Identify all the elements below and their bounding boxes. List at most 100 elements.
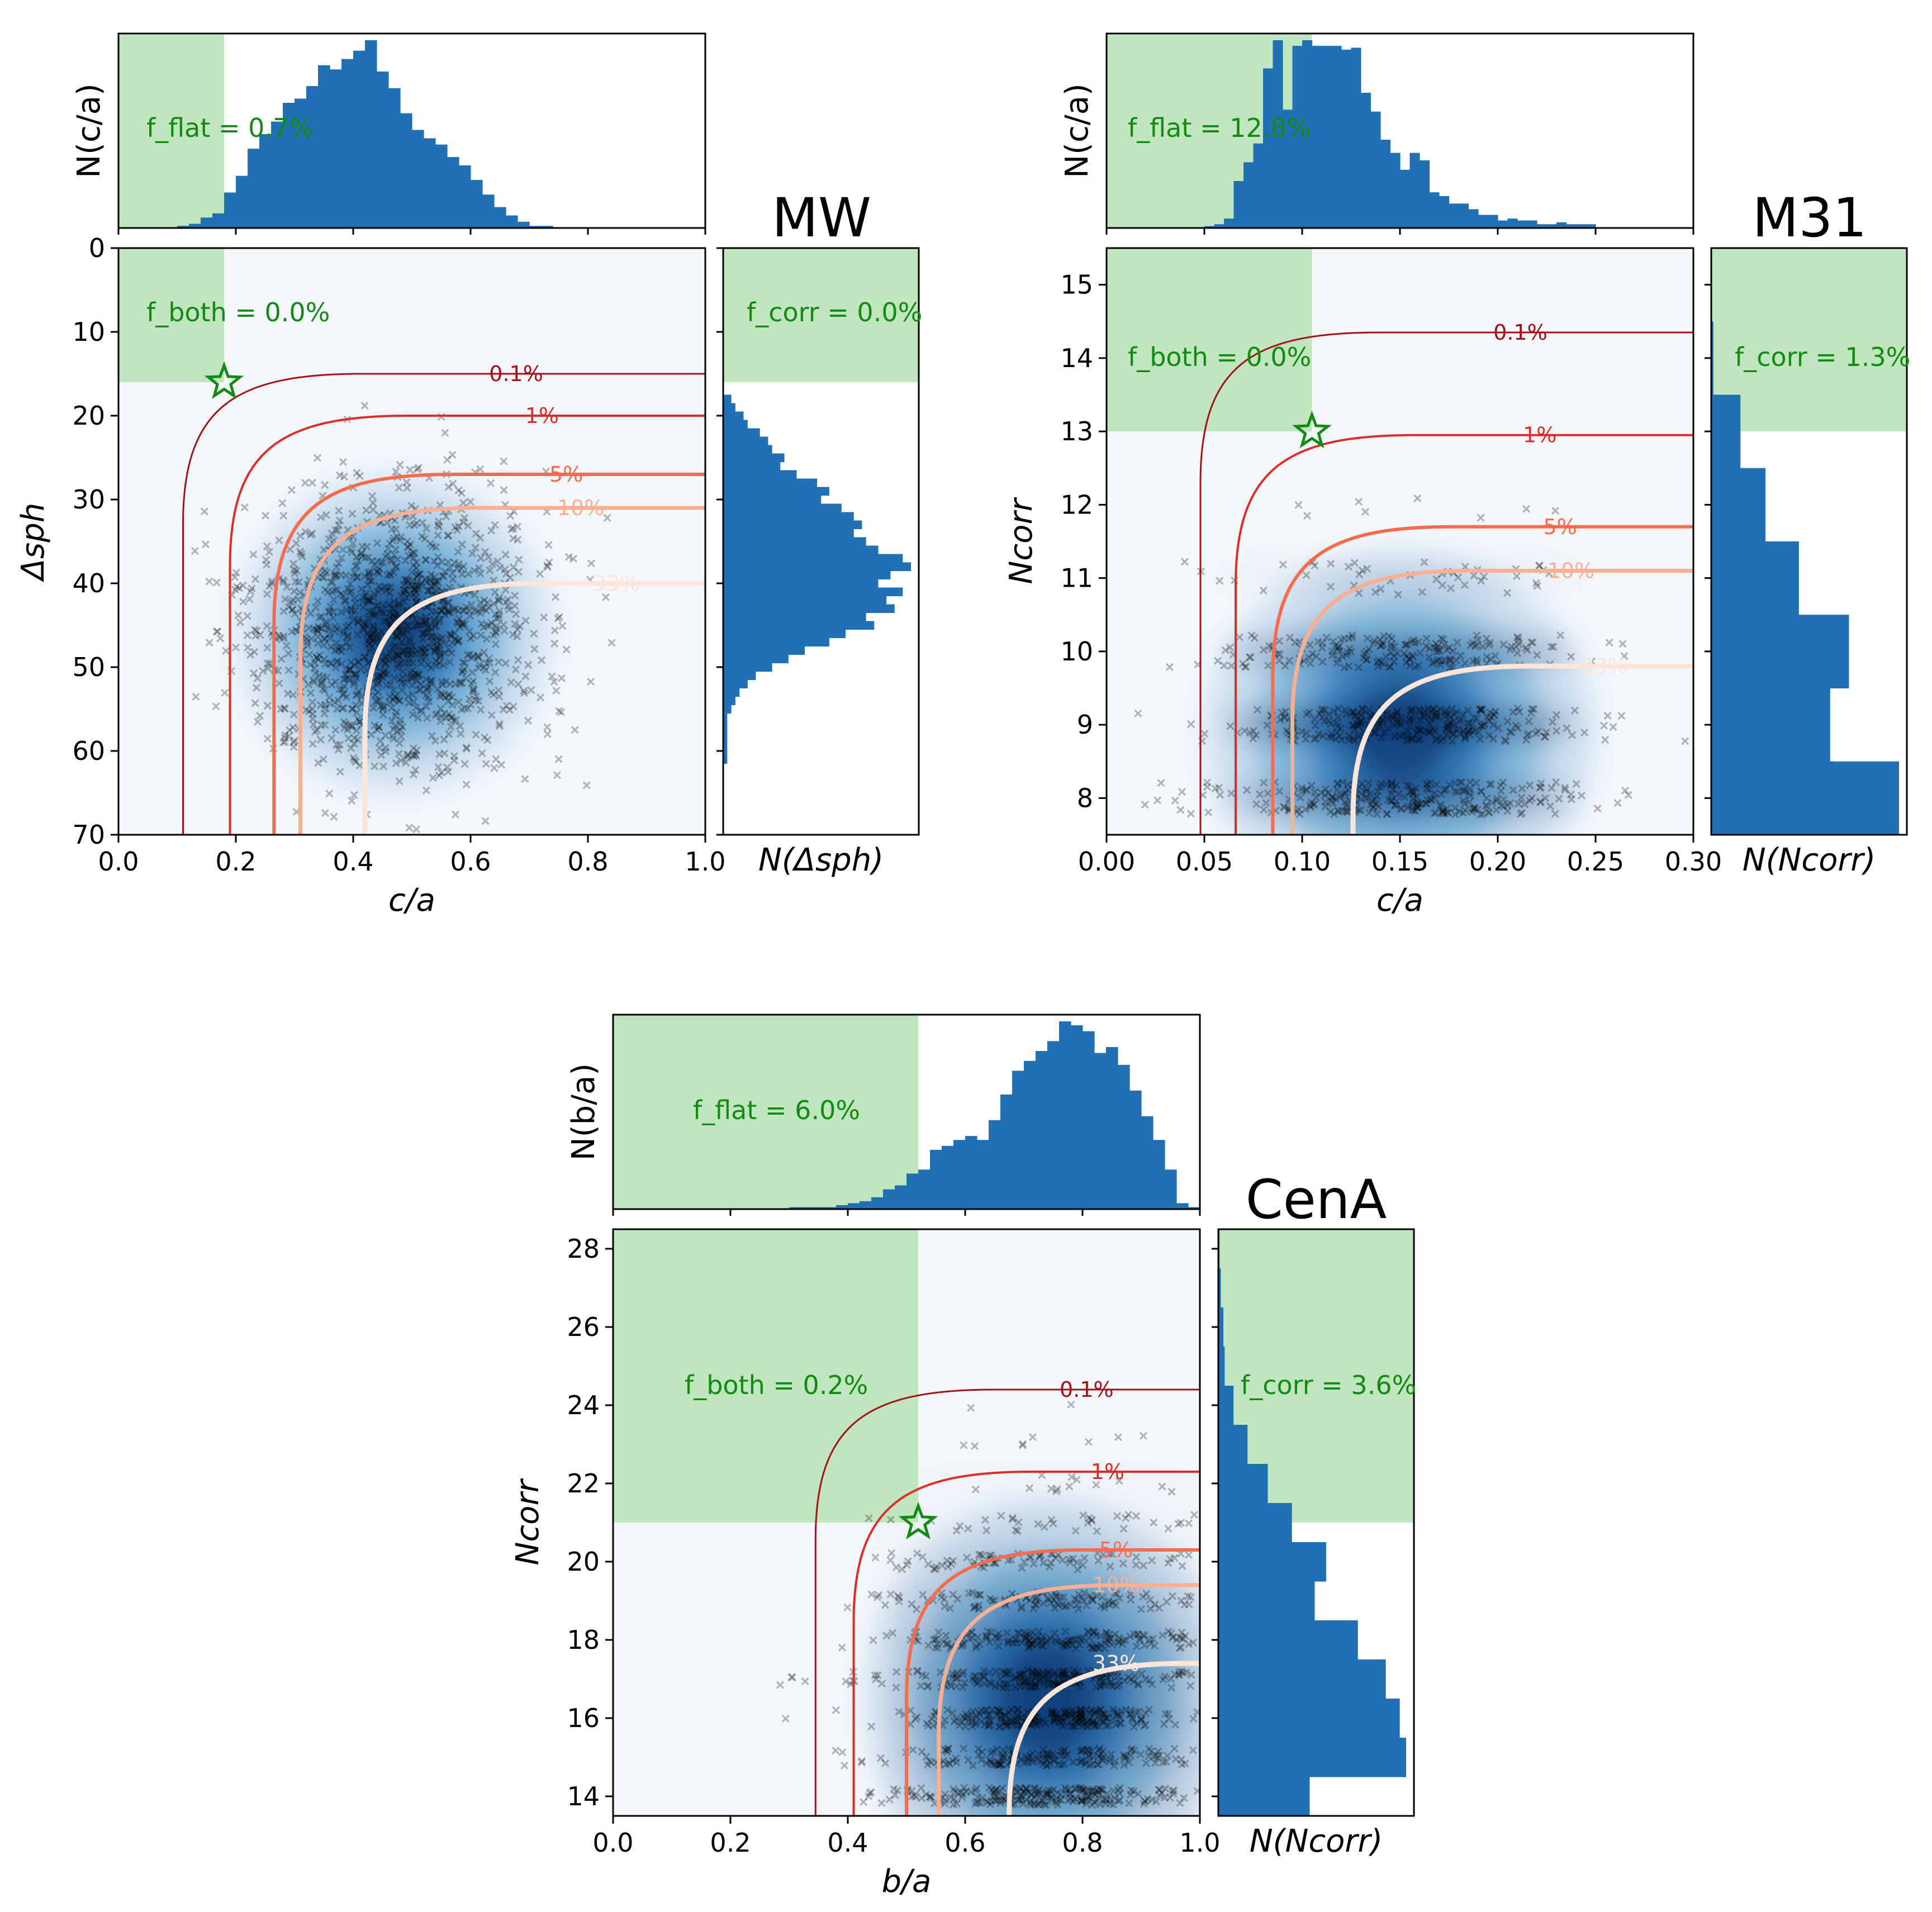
mw-scatter-point xyxy=(369,621,377,630)
mw-scatter-point xyxy=(317,677,326,686)
cena-scatter-point xyxy=(1026,1752,1034,1760)
mw-scatter-point xyxy=(445,630,454,639)
m31-scatter-point xyxy=(1390,652,1398,660)
m31-scatter-point xyxy=(1447,705,1456,713)
m31-scatter-point xyxy=(1450,729,1458,738)
m31-scatter-point xyxy=(1204,808,1213,817)
cena-scatter-point xyxy=(930,1712,938,1720)
mw-scatter-point xyxy=(398,722,407,731)
mw-scatter-point xyxy=(311,727,320,736)
m31-scatter-point xyxy=(1387,797,1395,805)
cena-scatter-point xyxy=(1081,1796,1090,1805)
mw-scatter-point xyxy=(492,755,500,763)
mw-scatter-point xyxy=(383,670,391,679)
cena-scatter-point xyxy=(998,1784,1007,1792)
m31-scatter-point xyxy=(1556,631,1565,640)
m31-scatter-point xyxy=(1461,659,1469,668)
m31-scatter-point xyxy=(1349,708,1357,716)
cena-scatter-point xyxy=(1179,1669,1188,1677)
cena-scatter-point xyxy=(1098,1673,1106,1682)
mw-scatter-point xyxy=(405,698,414,707)
m31-scatter-point xyxy=(1294,501,1303,509)
cena-scatter-point xyxy=(1062,1712,1071,1720)
m31-scatter-point xyxy=(1541,732,1549,741)
mw-scatter-point xyxy=(356,665,365,673)
cena-scatter-point xyxy=(1069,1722,1077,1730)
mw-scatter-point xyxy=(480,648,488,657)
mw-scatter-point xyxy=(331,526,340,535)
cena-side-hist-bar xyxy=(1218,1347,1225,1386)
mw-scatter-point xyxy=(459,498,468,507)
mw-scatter-point xyxy=(317,721,325,729)
mw-top-hist-bar xyxy=(412,130,424,228)
cena-f-corr-label: f_corr = 3.6% xyxy=(1241,1370,1416,1400)
cena-scatter-point xyxy=(1028,1639,1036,1648)
m31-scatter-point xyxy=(1358,566,1366,575)
m31-scatter-point xyxy=(1281,707,1290,716)
m31-scatter-point xyxy=(1435,645,1443,654)
cena-scatter-point xyxy=(1093,1644,1102,1652)
m31-scatter-point xyxy=(1407,638,1416,646)
mw-scatter-point xyxy=(469,677,478,686)
cena-scatter-point xyxy=(1103,1636,1111,1644)
mw-side-hist-bar xyxy=(723,529,854,538)
m31-scatter-point xyxy=(1459,710,1467,719)
cena-scatter-point xyxy=(1185,1640,1193,1648)
mw-ytick-label: 30 xyxy=(72,484,105,515)
cena-scatter-point xyxy=(972,1642,981,1650)
mw-scatter-point xyxy=(364,659,372,668)
mw-scatter-point xyxy=(404,750,412,759)
m31-contour-0.1% xyxy=(1199,331,1693,835)
m31-contour-label: 10% xyxy=(1548,559,1594,583)
cena-scatter-point xyxy=(842,1677,850,1686)
m31-scatter-point xyxy=(1459,727,1468,736)
mw-scatter-point xyxy=(286,545,295,554)
mw-scatter-point xyxy=(331,646,339,655)
cena-scatter-point xyxy=(1074,1605,1083,1613)
m31-scatter-point xyxy=(1344,781,1352,789)
cena-scatter-point xyxy=(922,1753,931,1761)
cena-scatter-point xyxy=(1150,1642,1159,1650)
cena-scatter-point xyxy=(1027,1797,1036,1806)
cena-scatter-point xyxy=(1066,1794,1075,1803)
cena-scatter-point xyxy=(1051,1629,1059,1638)
cena-side-hist-bar xyxy=(1218,1386,1234,1425)
m31-scatter-point xyxy=(1620,652,1629,660)
cena-scatter-point xyxy=(950,1717,958,1725)
cena-scatter-point xyxy=(1028,1433,1037,1442)
mw-scatter-point xyxy=(509,524,518,532)
cena-scatter-point xyxy=(1005,1708,1013,1716)
mw-scatter-point xyxy=(352,701,360,710)
mw-scatter-point xyxy=(505,706,514,714)
mw-scatter-point xyxy=(378,673,387,682)
mw-scatter-point xyxy=(347,611,356,620)
mw-scatter-point xyxy=(446,680,454,688)
m31-density-band xyxy=(1224,635,1576,668)
mw-scatter-point xyxy=(327,659,336,668)
m31-side-hist-bar xyxy=(1711,541,1799,615)
m31-scatter-point xyxy=(1456,778,1464,787)
cena-scatter-point xyxy=(1044,1681,1053,1690)
mw-scatter-point xyxy=(393,532,401,541)
mw-scatter-point xyxy=(302,635,311,643)
cena-scatter-point xyxy=(1060,1643,1069,1651)
m31-scatter-point xyxy=(1536,798,1545,807)
mw-scatter-point xyxy=(289,559,298,568)
m31-scatter-point xyxy=(1370,796,1379,804)
mw-scatter-point xyxy=(357,549,365,558)
mw-scatter-point xyxy=(420,617,429,626)
m31-ytick-label: 14 xyxy=(1060,343,1093,373)
cena-scatter-point xyxy=(1114,1797,1123,1805)
cena-scatter-point xyxy=(1048,1709,1057,1718)
mw-scatter-point xyxy=(476,609,485,617)
mw-scatter-point xyxy=(358,549,366,558)
mw-scatter-point xyxy=(489,631,498,640)
m31-scatter-point xyxy=(1359,705,1367,713)
mw-scatter-point xyxy=(339,545,347,554)
m31-scatter-point xyxy=(1474,728,1483,736)
cena-density-band xyxy=(883,1707,1200,1729)
mw-scatter-point xyxy=(427,586,435,595)
mw-scatter-point xyxy=(280,704,288,712)
m31-scatter-point xyxy=(1409,715,1417,724)
mw-scatter-point xyxy=(550,626,559,635)
